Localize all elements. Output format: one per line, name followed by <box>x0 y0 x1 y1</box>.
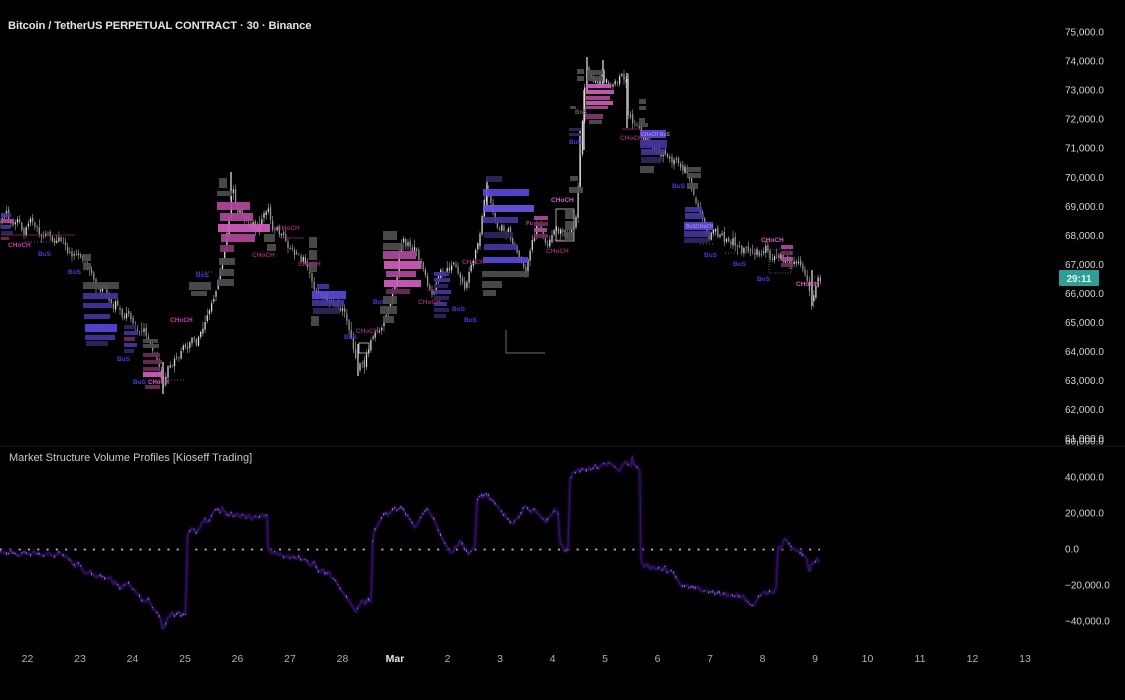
svg-text:66,000.0: 66,000.0 <box>1065 289 1104 300</box>
svg-text:BoS: BoS <box>373 299 387 306</box>
svg-text:73,000.0: 73,000.0 <box>1065 86 1104 97</box>
svg-text:70,000.0: 70,000.0 <box>1065 173 1104 184</box>
svg-text:27: 27 <box>284 653 296 665</box>
svg-text:Bitcoin / TetherUS PERPETUAL C: Bitcoin / TetherUS PERPETUAL CONTRACT · … <box>8 20 311 32</box>
svg-text:CHoCH: CHoCH <box>170 317 193 324</box>
svg-text:BuS: BuS <box>117 356 131 363</box>
svg-text:BuS: BuS <box>344 334 358 341</box>
svg-text:67,000.0: 67,000.0 <box>1065 260 1104 271</box>
svg-text:10: 10 <box>862 653 874 665</box>
svg-text:BoS: BoS <box>133 379 147 386</box>
svg-text:−40,000.0: −40,000.0 <box>1065 617 1110 628</box>
svg-text:60,000.0: 60,000.0 <box>1065 437 1104 448</box>
svg-text:7: 7 <box>707 653 713 665</box>
svg-text:11: 11 <box>915 653 926 665</box>
svg-text:71,000.0: 71,000.0 <box>1065 144 1104 155</box>
svg-text:5: 5 <box>602 653 608 665</box>
svg-text:CHoCH: CHoCH <box>761 237 784 244</box>
svg-text:23: 23 <box>74 653 86 665</box>
svg-text:13: 13 <box>1019 653 1031 665</box>
svg-text:CHoCH: CHoCH <box>252 252 275 259</box>
svg-text:BoS: BoS <box>68 269 82 276</box>
svg-text:2: 2 <box>445 653 451 665</box>
svg-text:69,000.0: 69,000.0 <box>1065 202 1104 213</box>
svg-text:CHoCH: CHoCH <box>796 281 819 288</box>
svg-text:CHoCH: CHoCH <box>546 248 569 255</box>
svg-text:8: 8 <box>760 653 766 665</box>
svg-text:BoS: BoS <box>452 306 466 313</box>
svg-text:24: 24 <box>127 653 139 665</box>
svg-text:68,000.0: 68,000.0 <box>1065 231 1104 242</box>
svg-text:0.0: 0.0 <box>1065 545 1079 556</box>
svg-text:Pu: Pu <box>526 221 533 227</box>
svg-text:64,000.0: 64,000.0 <box>1065 347 1104 358</box>
svg-text:CHoCH: CHoCH <box>277 225 300 232</box>
svg-text:CHoCH: CHoCH <box>8 242 31 249</box>
svg-text:65,000.0: 65,000.0 <box>1065 318 1104 329</box>
svg-text:CHoCH: CHoCH <box>462 259 485 266</box>
svg-text:25: 25 <box>179 653 191 665</box>
svg-text:26: 26 <box>232 653 244 665</box>
svg-text:BoS: BoS <box>196 272 210 279</box>
svg-text:BoSCHoCH: BoSCHoCH <box>686 224 714 230</box>
svg-text:61,000.0: 61,000.0 <box>1065 434 1104 445</box>
svg-text:CHoCH: CHoCH <box>298 261 321 268</box>
svg-text:75,000.0: 75,000.0 <box>1065 28 1104 39</box>
svg-text:72,000.0: 72,000.0 <box>1065 115 1104 126</box>
svg-text:BoS: BoS <box>757 276 771 283</box>
svg-text:BuS: BuS <box>38 251 52 258</box>
svg-text:BuS: BuS <box>569 139 583 146</box>
svg-text:3: 3 <box>497 653 503 665</box>
svg-text:BuS: BuS <box>672 183 686 190</box>
svg-text:74,000.0: 74,000.0 <box>1065 57 1104 68</box>
svg-text:CHoCH: CHoCH <box>551 197 574 204</box>
svg-text:12: 12 <box>967 653 979 665</box>
svg-text:Mar: Mar <box>386 653 405 665</box>
svg-text:63,000.0: 63,000.0 <box>1065 376 1104 387</box>
svg-text:CHoCH: CHoCH <box>418 299 441 306</box>
svg-text:CHoCH BoS: CHoCH BoS <box>641 132 671 138</box>
svg-text:28: 28 <box>337 653 349 665</box>
svg-text:29:11: 29:11 <box>1066 274 1091 285</box>
svg-text:BuS: BuS <box>704 252 718 259</box>
svg-text:9: 9 <box>812 653 818 665</box>
svg-text:CHoCH: CHoCH <box>620 135 643 142</box>
svg-text:62,000.0: 62,000.0 <box>1065 405 1104 416</box>
svg-text:20,000.0: 20,000.0 <box>1065 509 1104 520</box>
svg-text:4: 4 <box>550 653 556 665</box>
svg-text:22: 22 <box>22 653 34 665</box>
svg-text:BoS: BoS <box>575 110 587 116</box>
svg-text:CHoCH: CHoCH <box>148 380 169 386</box>
svg-text:Market Structure Volume Profil: Market Structure Volume Profiles [Kiosef… <box>9 452 252 464</box>
svg-text:CHoCH: CHoCH <box>356 328 379 335</box>
svg-text:40,000.0: 40,000.0 <box>1065 473 1104 484</box>
svg-text:−20,000.0: −20,000.0 <box>1065 581 1110 592</box>
svg-text:BoS: BoS <box>464 317 478 324</box>
svg-text:BoS: BoS <box>733 261 747 268</box>
svg-text:6: 6 <box>655 653 661 665</box>
